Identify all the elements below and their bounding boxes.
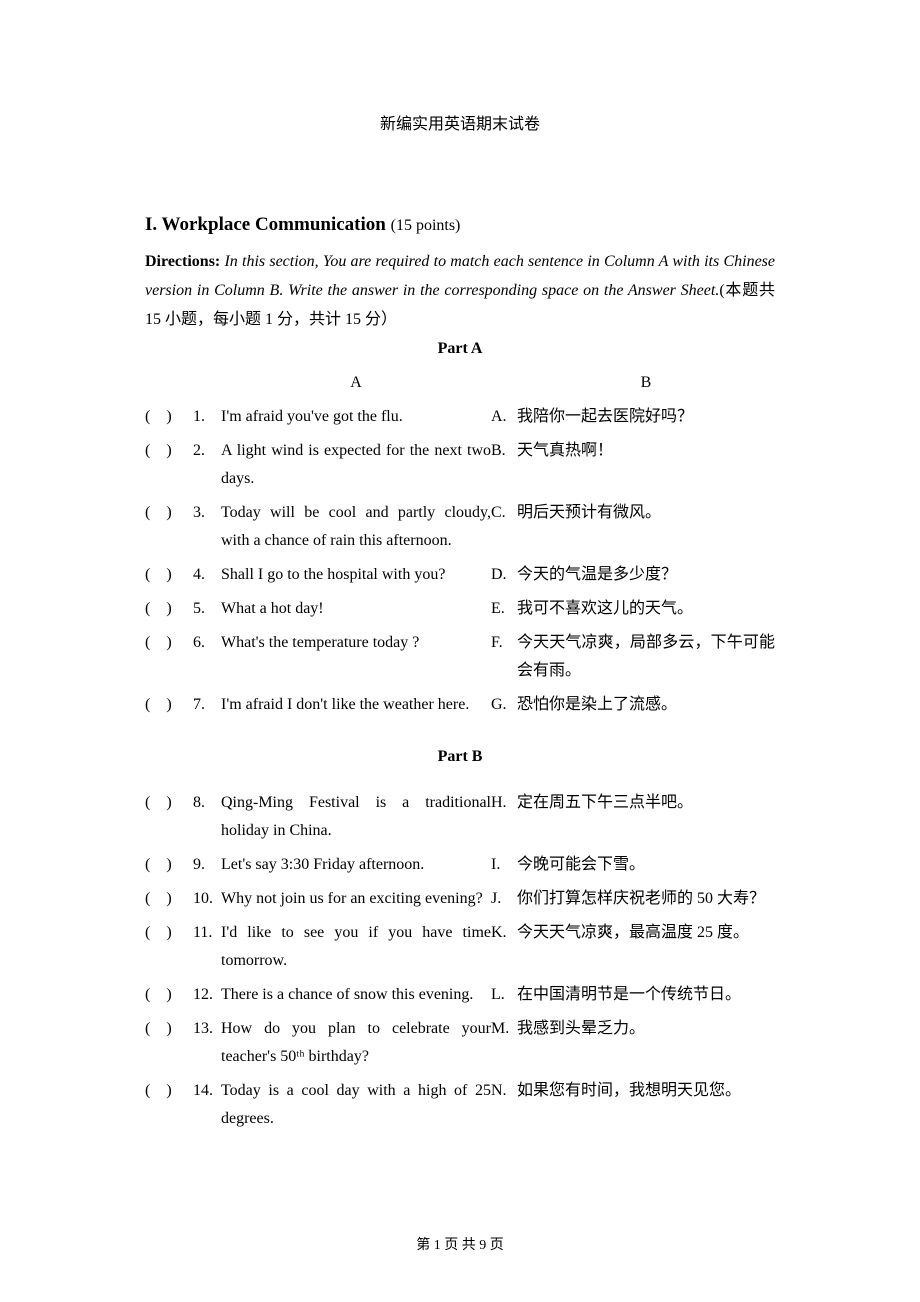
english-sentence: What a hot day! (221, 592, 491, 626)
english-sentence: Why not join us for an exciting evening? (221, 882, 491, 916)
english-sentence: How do you plan to celebrate your teache… (221, 1012, 491, 1074)
directions-body: In this section, You are required to mat… (145, 253, 775, 299)
item-number: 8. (193, 786, 221, 848)
option-letter: I. (491, 848, 517, 882)
option-letter: K. (491, 916, 517, 978)
option-letter: D. (491, 558, 517, 592)
option-letter: C. (491, 496, 517, 558)
item-number: 12. (193, 978, 221, 1012)
english-sentence: What's the temperature today ? (221, 626, 491, 688)
english-sentence: Shall I go to the hospital with you? (221, 558, 491, 592)
item-number: 4. (193, 558, 221, 592)
option-letter: N. (491, 1074, 517, 1136)
directions-label: Directions: (145, 253, 220, 270)
chinese-sentence: 天气真热啊！ (517, 434, 775, 496)
section-1-heading: I. Workplace Communication (15 points) (145, 214, 775, 236)
section-1-heading-main: I. Workplace Communication (145, 214, 391, 235)
chinese-sentence: 今天天气凉爽，局部多云，下午可能会有雨。 (517, 626, 775, 688)
answer-blank[interactable]: ( ) (145, 978, 193, 1012)
chinese-sentence: 恐怕你是染上了流感。 (517, 688, 775, 722)
chinese-sentence: 今天的气温是多少度？ (517, 558, 775, 592)
table-row: ( ) 4. Shall I go to the hospital with y… (145, 558, 775, 592)
option-letter: L. (491, 978, 517, 1012)
item-number: 7. (193, 688, 221, 722)
chinese-sentence: 在中国清明节是一个传统节日。 (517, 978, 775, 1012)
answer-blank[interactable]: ( ) (145, 626, 193, 688)
answer-blank[interactable]: ( ) (145, 1074, 193, 1136)
section-1-heading-points: (15 points) (391, 217, 461, 234)
table-row: ( ) 12. There is a chance of snow this e… (145, 978, 775, 1012)
table-row: ( ) 6. What's the temperature today ? F.… (145, 626, 775, 688)
english-sentence: A light wind is expected for the next tw… (221, 434, 491, 496)
part-a-label: Part A (145, 340, 775, 358)
answer-blank[interactable]: ( ) (145, 1012, 193, 1074)
item-number: 1. (193, 400, 221, 434)
table-row: ( ) 9. Let's say 3:30 Friday afternoon. … (145, 848, 775, 882)
english-sentence: Qing-Ming Festival is a traditional holi… (221, 786, 491, 848)
section-1-directions: Directions: In this section, You are req… (145, 248, 775, 334)
part-b-table: ( ) 8. Qing-Ming Festival is a tradition… (145, 786, 775, 1136)
item-number: 13. (193, 1012, 221, 1074)
chinese-sentence: 我可不喜欢这儿的天气。 (517, 592, 775, 626)
item-number: 5. (193, 592, 221, 626)
english-sentence: I'm afraid I don't like the weather here… (221, 688, 491, 722)
answer-blank[interactable]: ( ) (145, 848, 193, 882)
table-row: ( ) 7. I'm afraid I don't like the weath… (145, 688, 775, 722)
english-sentence: There is a chance of snow this evening. (221, 978, 491, 1012)
answer-blank[interactable]: ( ) (145, 592, 193, 626)
item-number: 6. (193, 626, 221, 688)
part-b-label: Part B (145, 748, 775, 766)
table-row: ( ) 1. I'm afraid you've got the flu. A.… (145, 400, 775, 434)
table-row: ( ) 11. I'd like to see you if you have … (145, 916, 775, 978)
option-letter: A. (491, 400, 517, 434)
answer-blank[interactable]: ( ) (145, 786, 193, 848)
col-a-header: A (221, 366, 491, 400)
option-letter: E. (491, 592, 517, 626)
chinese-sentence: 今晚可能会下雪。 (517, 848, 775, 882)
english-sentence: Today is a cool day with a high of 25 de… (221, 1074, 491, 1136)
answer-blank[interactable]: ( ) (145, 688, 193, 722)
option-letter: H. (491, 786, 517, 848)
table-row: ( ) 14. Today is a cool day with a high … (145, 1074, 775, 1136)
english-sentence: Let's say 3:30 Friday afternoon. (221, 848, 491, 882)
answer-blank[interactable]: ( ) (145, 496, 193, 558)
option-letter: J. (491, 882, 517, 916)
chinese-sentence: 明后天预计有微风。 (517, 496, 775, 558)
item-number: 9. (193, 848, 221, 882)
table-row: ( ) 5. What a hot day! E. 我可不喜欢这儿的天气。 (145, 592, 775, 626)
answer-blank[interactable]: ( ) (145, 400, 193, 434)
item-number: 11. (193, 916, 221, 978)
item-number: 2. (193, 434, 221, 496)
table-row: ( ) 8. Qing-Ming Festival is a tradition… (145, 786, 775, 848)
document-title: 新编实用英语期末试卷 (145, 110, 775, 134)
answer-blank[interactable]: ( ) (145, 882, 193, 916)
column-header-row: A B (145, 366, 775, 400)
part-a-table: A B ( ) 1. I'm afraid you've got the flu… (145, 366, 775, 722)
table-row: ( ) 13. How do you plan to celebrate you… (145, 1012, 775, 1074)
option-letter: F. (491, 626, 517, 688)
answer-blank[interactable]: ( ) (145, 434, 193, 496)
item-number: 14. (193, 1074, 221, 1136)
item-number: 10. (193, 882, 221, 916)
chinese-sentence: 定在周五下午三点半吧。 (517, 786, 775, 848)
answer-blank[interactable]: ( ) (145, 916, 193, 978)
table-row: ( ) 10. Why not join us for an exciting … (145, 882, 775, 916)
table-row: ( ) 2. A light wind is expected for the … (145, 434, 775, 496)
item-number: 3. (193, 496, 221, 558)
table-row: ( ) 3. Today will be cool and partly clo… (145, 496, 775, 558)
option-letter: G. (491, 688, 517, 722)
page-footer: 第 1 页 共 9 页 (0, 1234, 920, 1254)
chinese-sentence: 你们打算怎样庆祝老师的 50 大寿？ (517, 882, 775, 916)
chinese-sentence: 今天天气凉爽，最高温度 25 度。 (517, 916, 775, 978)
option-letter: B. (491, 434, 517, 496)
english-sentence: I'd like to see you if you have time tom… (221, 916, 491, 978)
option-letter: M. (491, 1012, 517, 1074)
chinese-sentence: 我感到头晕乏力。 (517, 1012, 775, 1074)
col-b-header: B (517, 366, 775, 400)
chinese-sentence: 我陪你一起去医院好吗？ (517, 400, 775, 434)
english-sentence: Today will be cool and partly cloudy, wi… (221, 496, 491, 558)
chinese-sentence: 如果您有时间，我想明天见您。 (517, 1074, 775, 1136)
english-sentence: I'm afraid you've got the flu. (221, 400, 491, 434)
answer-blank[interactable]: ( ) (145, 558, 193, 592)
